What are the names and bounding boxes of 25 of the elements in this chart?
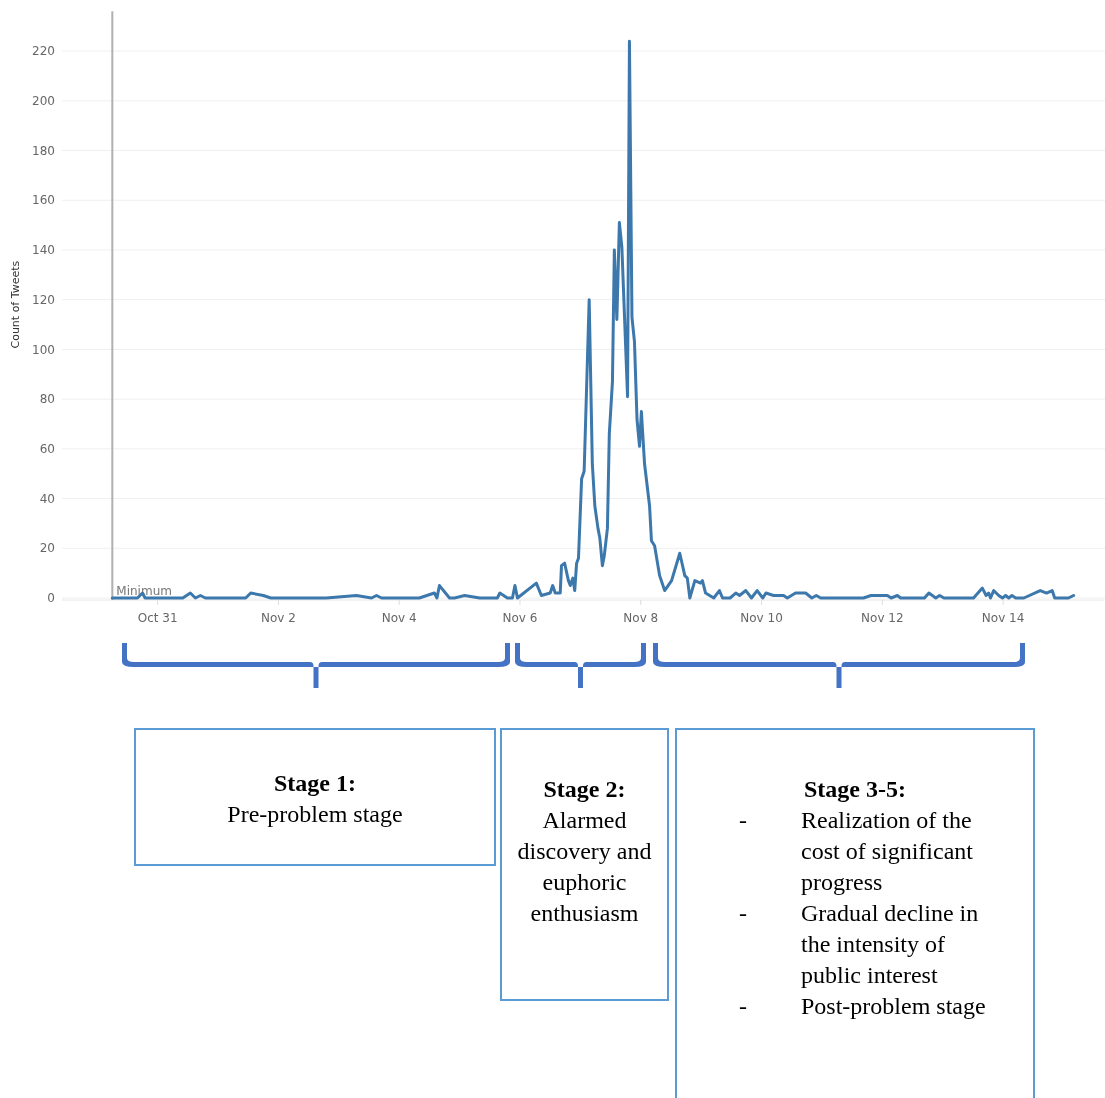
text: Stage 1: Pre-problem stage (226, 769, 404, 829)
y-tick-label: 20 (39, 541, 55, 556)
ref-line-label: Minimum (116, 584, 172, 598)
x-tick-label: Nov 8 (623, 611, 659, 625)
x-tick-label: Oct 31 (137, 611, 178, 625)
y-tick-label: 100 (32, 342, 55, 357)
y-tick-label: 180 (32, 143, 55, 158)
text: Stage 3-5: - Realization of the cost of significant progress - Gradual decline in the intensity of public interest - Post-problem stage (739, 776, 986, 1019)
y-tick-label: 200 (32, 94, 55, 108)
x-tick-label: Nov 14 (981, 611, 1025, 625)
y-tick-label: 80 (39, 392, 55, 407)
y-tick-label: 160 (32, 193, 55, 208)
y-tick-label: 40 (39, 491, 55, 506)
y-tick-label: 220 (32, 44, 55, 59)
x-tick-label: Nov 2 (260, 611, 296, 625)
y-tick-label: 60 (39, 442, 55, 457)
y-tick-label: 140 (32, 243, 55, 258)
x-tick-label: Nov 6 (502, 611, 538, 625)
y-axis-title: Count of Tweets (9, 260, 22, 349)
y-tick-label: 120 (32, 292, 55, 307)
y-tick-label: 0 (47, 591, 55, 606)
text: Stage 2: Alarmed discovery and euphoric enthusiasm (516, 775, 653, 928)
x-tick-label: Nov 4 (381, 611, 417, 625)
x-tick-label: Nov 10 (740, 611, 783, 625)
x-tick-label: Nov 12 (861, 611, 904, 625)
